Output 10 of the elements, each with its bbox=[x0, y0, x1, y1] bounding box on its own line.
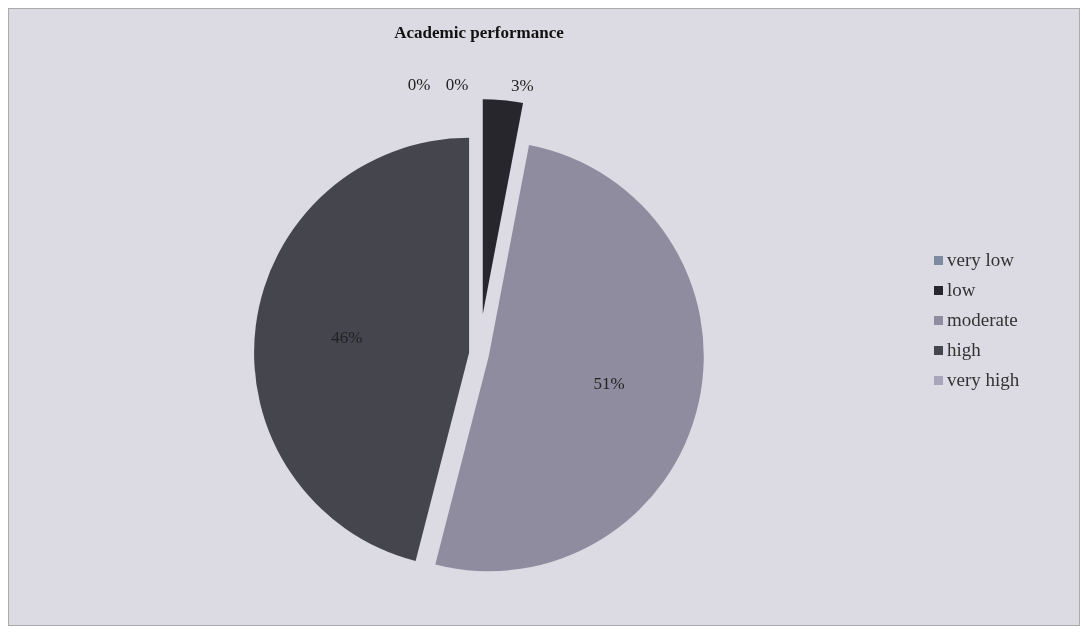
legend-label: low bbox=[947, 279, 976, 301]
data-label: 51% bbox=[593, 373, 625, 393]
legend-label: very low bbox=[947, 249, 1015, 271]
text: 0% bbox=[445, 74, 469, 94]
data-label: 3% bbox=[511, 75, 534, 95]
chart-title: Academic performance bbox=[393, 23, 565, 43]
legend-label: very high bbox=[947, 369, 1020, 391]
text: 0% bbox=[407, 74, 431, 94]
legend-label: high bbox=[947, 339, 981, 361]
legend-label: moderate bbox=[947, 309, 1018, 331]
